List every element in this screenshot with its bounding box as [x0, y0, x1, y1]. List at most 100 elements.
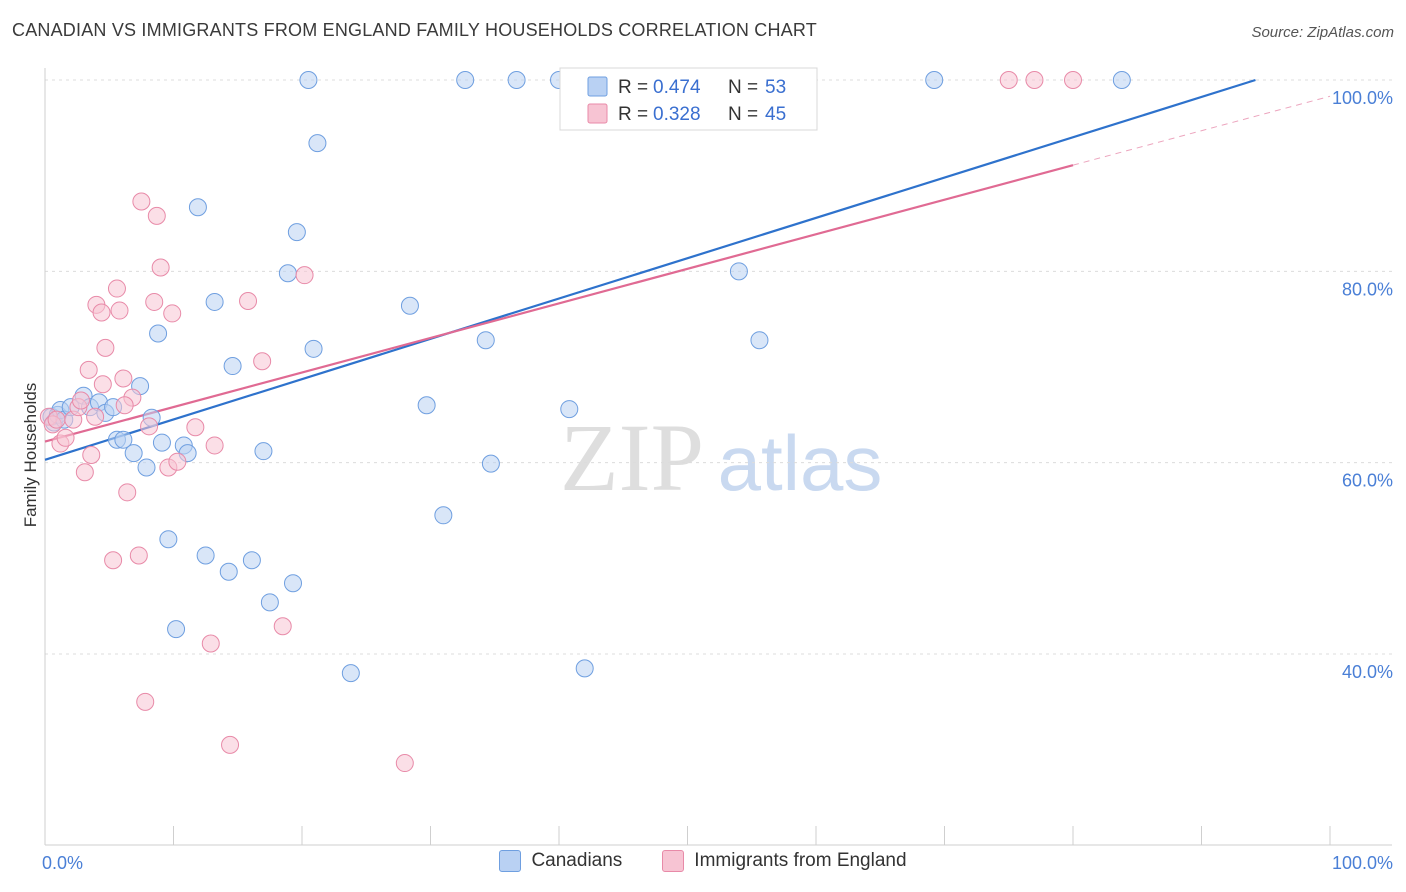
data-point-england: [79, 360, 98, 379]
data-point-canadians: [481, 454, 500, 473]
data-point-canadians: [152, 433, 171, 452]
data-point-england: [201, 634, 220, 653]
y-axis-label: Family Households: [21, 383, 40, 528]
data-point-england: [114, 369, 133, 388]
data-point-canadians: [278, 264, 297, 283]
data-point-england: [395, 754, 414, 773]
legend-item-canadians[interactable]: Canadians: [499, 850, 622, 872]
data-point-england: [129, 546, 148, 565]
stats-legend: R = 0.474 N = 53 R = 0.328 N = 45: [559, 67, 818, 131]
data-point-canadians: [456, 71, 475, 89]
data-point-england: [221, 735, 240, 754]
data-point-canadians: [560, 400, 579, 419]
data-point-canadians: [1112, 71, 1131, 89]
data-point-england: [147, 206, 166, 225]
data-point-england: [253, 352, 272, 371]
data-point-england: [136, 692, 155, 711]
data-point-canadians: [159, 530, 178, 549]
x-tick-label-max: 100.0%: [1332, 853, 1393, 873]
data-point-canadians: [417, 396, 436, 415]
data-point-england: [86, 407, 105, 426]
data-point-canadians: [925, 71, 944, 89]
data-point-canadians: [260, 593, 279, 612]
data-point-england: [205, 436, 224, 455]
legend-n-value-canadians: 53: [765, 77, 786, 98]
data-point-canadians: [219, 562, 238, 581]
data-point-england: [56, 428, 75, 447]
y-tick-label: 60.0%: [1342, 471, 1393, 491]
legend-r-value-england: 0.328: [653, 104, 701, 125]
data-point-canadians: [476, 331, 495, 350]
source-attribution: Source: ZipAtlas.com: [1251, 24, 1394, 41]
data-point-england: [75, 463, 94, 482]
legend-swatch-england-bottom: [662, 850, 685, 872]
data-point-england: [107, 279, 126, 298]
tick-labels: 40.0% 60.0% 80.0% 100.0% 0.0% 100.0%: [42, 88, 1393, 873]
legend-label-england: Immigrants from England: [694, 850, 907, 871]
data-points: [39, 71, 1131, 773]
data-point-england: [115, 396, 134, 415]
data-point-canadians: [304, 339, 323, 358]
axes: [44, 68, 1392, 846]
data-point-canadians: [242, 551, 261, 570]
watermark-zip: ZIP: [560, 404, 704, 511]
data-point-england: [140, 417, 159, 436]
data-point-canadians: [434, 506, 453, 525]
data-point-england: [151, 258, 170, 277]
data-point-canadians: [729, 262, 748, 281]
data-point-canadians: [341, 664, 360, 683]
legend-n-label-england: N =: [728, 104, 758, 125]
legend-swatch-england: [587, 103, 608, 124]
data-point-england: [110, 301, 129, 320]
legend-item-england[interactable]: Immigrants from England: [662, 850, 907, 872]
data-point-england: [295, 266, 314, 285]
chart-title: CANADIAN VS IMMIGRANTS FROM ENGLAND FAMI…: [12, 20, 817, 40]
data-point-canadians: [750, 331, 769, 350]
data-point-canadians: [507, 71, 526, 89]
data-point-england: [999, 71, 1018, 89]
data-point-canadians: [284, 574, 303, 593]
data-point-england: [92, 303, 111, 322]
legend-label-canadians: Canadians: [531, 850, 623, 871]
data-point-canadians: [299, 71, 318, 89]
data-point-england: [273, 617, 292, 636]
data-point-england: [47, 410, 66, 429]
data-point-canadians: [575, 659, 594, 678]
legend-r-value-canadians: 0.474: [653, 77, 701, 98]
legend-n-label-canadians: N =: [728, 77, 758, 98]
data-point-canadians: [137, 458, 156, 477]
data-point-canadians: [400, 296, 419, 315]
data-point-england: [96, 338, 115, 357]
trend-lines: [44, 78, 1331, 461]
trend-extension-england: [1072, 95, 1331, 166]
series-legend: Canadians Immigrants from England: [0, 850, 1406, 872]
data-point-england: [163, 304, 182, 323]
data-point-england: [186, 418, 205, 437]
data-point-canadians: [196, 546, 215, 565]
y-tick-label: 80.0%: [1342, 279, 1393, 299]
trend-line-canadians: [44, 78, 1256, 461]
data-point-canadians: [188, 198, 207, 217]
grid-lines: [45, 79, 1392, 655]
data-point-england: [1025, 71, 1044, 89]
data-point-england: [168, 452, 187, 471]
data-point-england: [118, 483, 137, 502]
legend-r-label-england: R =: [618, 104, 648, 125]
y-tick-label: 40.0%: [1342, 662, 1393, 682]
data-point-england: [145, 292, 164, 311]
legend-swatch-canadians: [587, 76, 608, 97]
data-point-england: [239, 291, 258, 310]
data-point-england: [82, 446, 101, 465]
data-point-canadians: [124, 444, 143, 463]
data-point-canadians: [308, 134, 327, 153]
data-point-canadians: [205, 292, 224, 311]
legend-n-value-england: 45: [765, 104, 786, 125]
data-point-canadians: [114, 430, 133, 449]
data-point-england: [104, 551, 123, 570]
y-tick-label: 100.0%: [1332, 88, 1393, 108]
data-point-canadians: [287, 223, 306, 242]
data-point-canadians: [149, 324, 168, 343]
data-point-england: [1064, 71, 1082, 89]
data-point-canadians: [254, 442, 273, 461]
